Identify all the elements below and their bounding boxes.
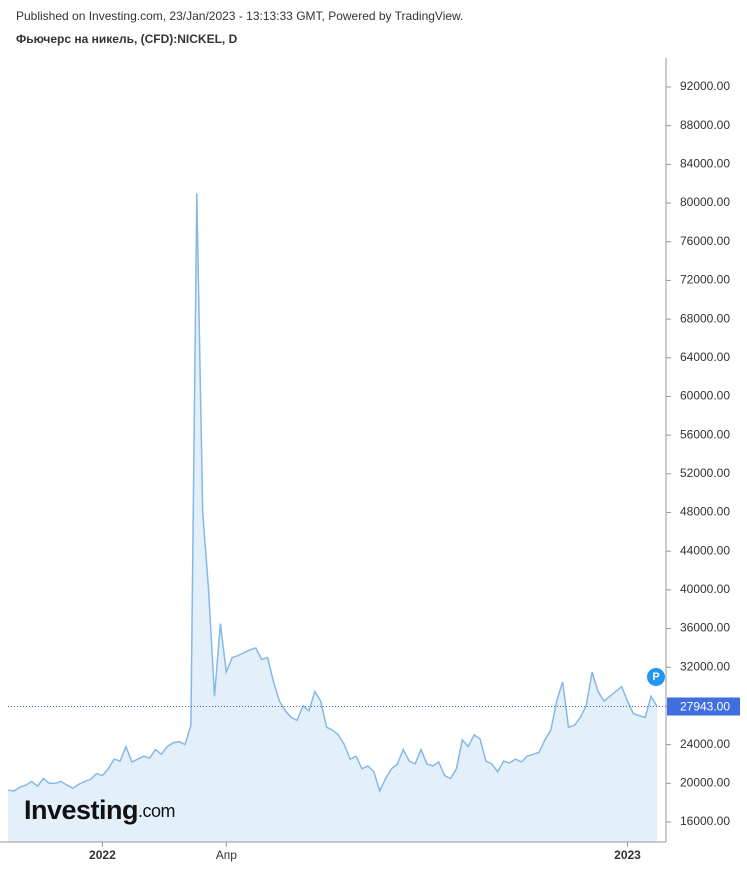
y-tick-label: 32000.00: [680, 659, 730, 673]
y-tick-label: 48000.00: [680, 505, 730, 519]
area-fill: [8, 193, 657, 842]
x-tick-label: Апр: [216, 848, 238, 862]
y-tick-label: 44000.00: [680, 543, 730, 557]
y-tick-label: 92000.00: [680, 79, 730, 93]
y-tick-label: 52000.00: [680, 466, 730, 480]
y-tick-label: 80000.00: [680, 195, 730, 209]
y-tick-label: 76000.00: [680, 234, 730, 248]
y-tick-label: 88000.00: [680, 118, 730, 132]
y-tick-label: 68000.00: [680, 311, 730, 325]
badge-circle: [647, 668, 665, 686]
price-line: [7, 193, 658, 794]
last-price-box: [667, 697, 740, 716]
x-tick-label: 2022: [89, 848, 116, 862]
y-tick-label: 84000.00: [680, 157, 730, 171]
x-tick-label: 2023: [614, 848, 641, 862]
last-price-label: 27943.00: [680, 700, 730, 714]
logo: Investing.com: [24, 795, 175, 825]
y-tick-label: 72000.00: [680, 273, 730, 287]
header: Published on Investing.com, 23/Jan/2023 …: [16, 9, 463, 23]
logo-name: Investing: [24, 795, 138, 825]
y-tick-label: 20000.00: [680, 775, 730, 789]
chart-title: Фьючерс на никель, (CFD):NICKEL, D: [16, 32, 238, 46]
y-tick-label: 64000.00: [680, 350, 730, 364]
logo-suffix: .com: [138, 801, 175, 821]
y-tick-label: 24000.00: [680, 737, 730, 751]
y-tick-label: 36000.00: [680, 621, 730, 635]
badge-text: P: [652, 671, 659, 683]
y-tick-label: 60000.00: [680, 389, 730, 403]
y-tick-label: 40000.00: [680, 582, 730, 596]
y-tick-label: 56000.00: [680, 427, 730, 441]
y-tick-label: 16000.00: [680, 814, 730, 828]
